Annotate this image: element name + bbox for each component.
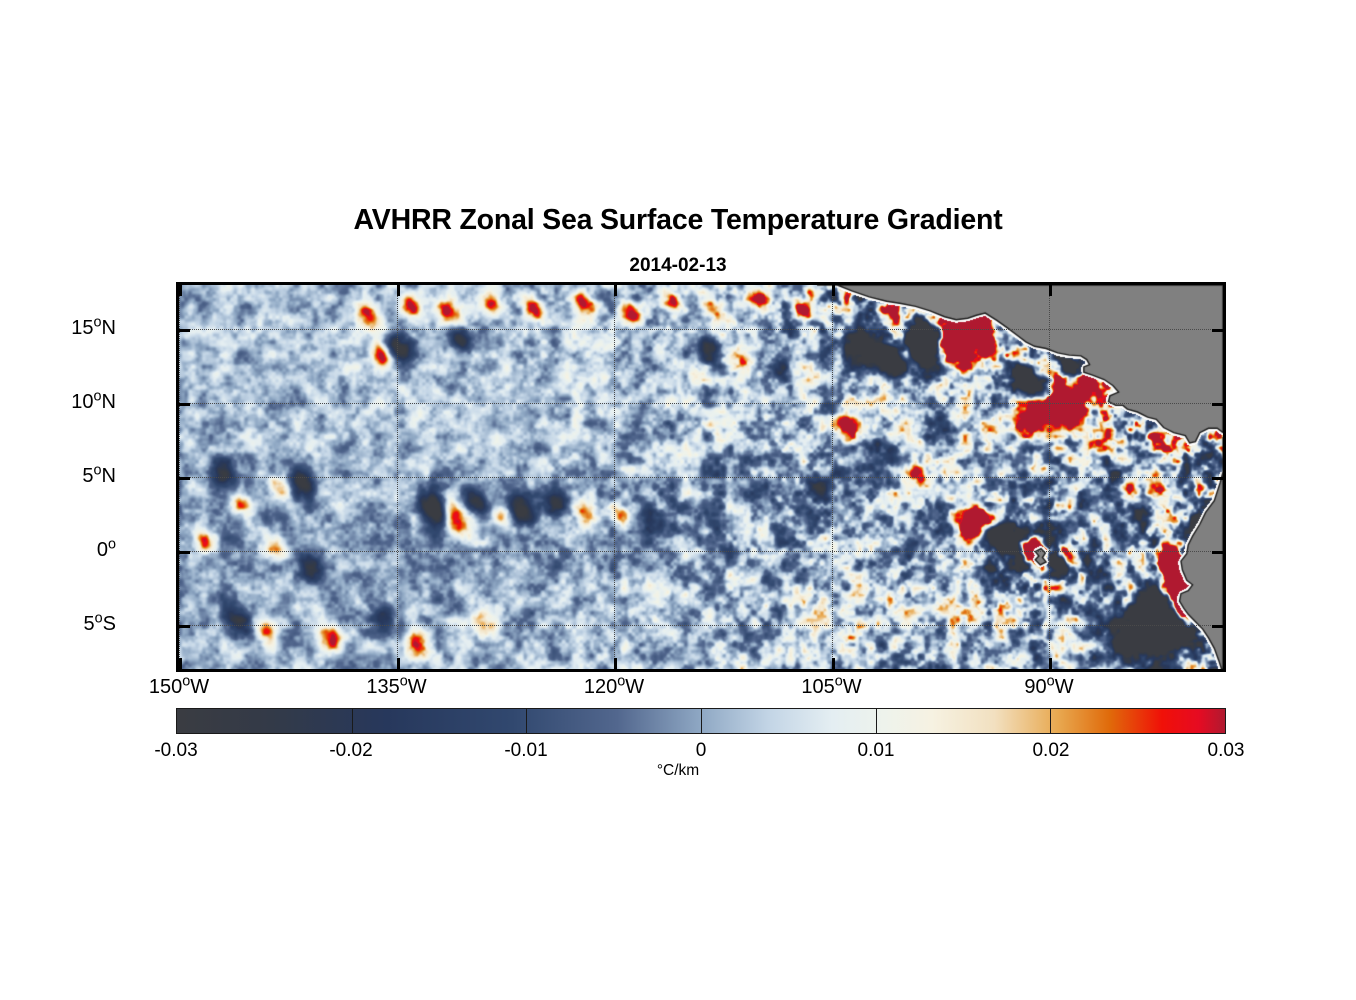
colorbar-label-0: -0.03 — [154, 740, 198, 761]
colorbar-label-2: -0.01 — [504, 740, 548, 761]
tick-lat-2 — [179, 477, 190, 480]
sst-gradient-heatmap — [179, 285, 1223, 669]
tick-lat-3 — [179, 550, 190, 554]
chart-subtitle: 2014-02-13 — [629, 255, 727, 276]
colorbar-label-4: 0.01 — [857, 740, 895, 761]
tick-lon-2 — [614, 285, 617, 296]
tick-lat-0 — [179, 329, 190, 333]
tick-lon-0 — [179, 658, 182, 669]
y-tick-label-3: 0o — [96, 536, 116, 561]
colorbar-label-1: -0.02 — [329, 740, 373, 761]
x-tick-label-0: 150oW — [148, 673, 210, 698]
tick-lon-1 — [396, 285, 400, 296]
tick-lat-1 — [1212, 403, 1223, 407]
colorbar-tick-2 — [526, 709, 528, 733]
colorbar-tick-5 — [1050, 709, 1052, 733]
tick-lon-4 — [1049, 285, 1052, 296]
colorbar-label-6: 0.03 — [1207, 740, 1245, 761]
colorbar-tick-4 — [875, 709, 877, 733]
tick-lon-3 — [831, 285, 835, 296]
tick-lon-4 — [1049, 658, 1052, 669]
gradient-field-canvas — [179, 285, 1223, 669]
tick-lon-0 — [179, 285, 182, 296]
x-tick-label-1: 135oW — [366, 673, 427, 698]
tick-lat-1 — [179, 403, 190, 407]
y-tick-label-4: 5oS — [83, 610, 116, 635]
y-tick-label-1: 10oN — [71, 388, 116, 414]
colorbar — [176, 708, 1226, 734]
tick-lat-4 — [1212, 624, 1223, 628]
tick-lat-3 — [1212, 550, 1223, 554]
tick-lat-4 — [179, 624, 190, 628]
tick-lon-1 — [396, 658, 400, 669]
colorbar-unit-label: °C/km — [656, 762, 700, 779]
map-plot-area — [176, 282, 1226, 672]
chart-title: AVHRR Zonal Sea Surface Temperature Grad… — [353, 204, 1003, 236]
colorbar-tick-1 — [351, 709, 353, 733]
x-tick-label-3: 105oW — [801, 673, 862, 698]
x-tick-label-4: 90oW — [1024, 673, 1074, 698]
y-tick-label-2: 5oN — [82, 462, 116, 487]
tick-lon-2 — [614, 658, 617, 669]
y-tick-label-0: 15oN — [71, 314, 116, 340]
tick-lat-0 — [1212, 329, 1223, 333]
tick-lat-2 — [1212, 477, 1223, 480]
colorbar-label-5: 0.02 — [1032, 740, 1070, 761]
colorbar-tick-3 — [701, 709, 702, 733]
colorbar-label-3: 0 — [695, 740, 707, 761]
x-tick-label-2: 120oW — [583, 673, 645, 698]
tick-lon-3 — [831, 658, 835, 669]
